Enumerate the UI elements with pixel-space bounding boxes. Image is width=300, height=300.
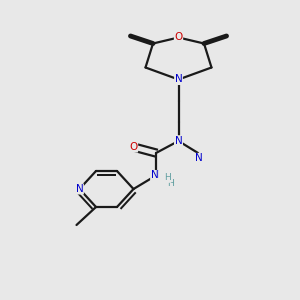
Text: N: N — [152, 170, 160, 181]
Text: H: H — [164, 173, 171, 182]
Text: N: N — [151, 170, 158, 181]
Text: N: N — [195, 153, 203, 164]
Text: N: N — [175, 136, 182, 146]
Text: H: H — [168, 178, 174, 188]
Text: O: O — [129, 142, 138, 152]
Text: N: N — [76, 184, 83, 194]
Text: O: O — [174, 32, 183, 43]
Text: N: N — [175, 136, 182, 146]
Text: N: N — [175, 74, 182, 85]
